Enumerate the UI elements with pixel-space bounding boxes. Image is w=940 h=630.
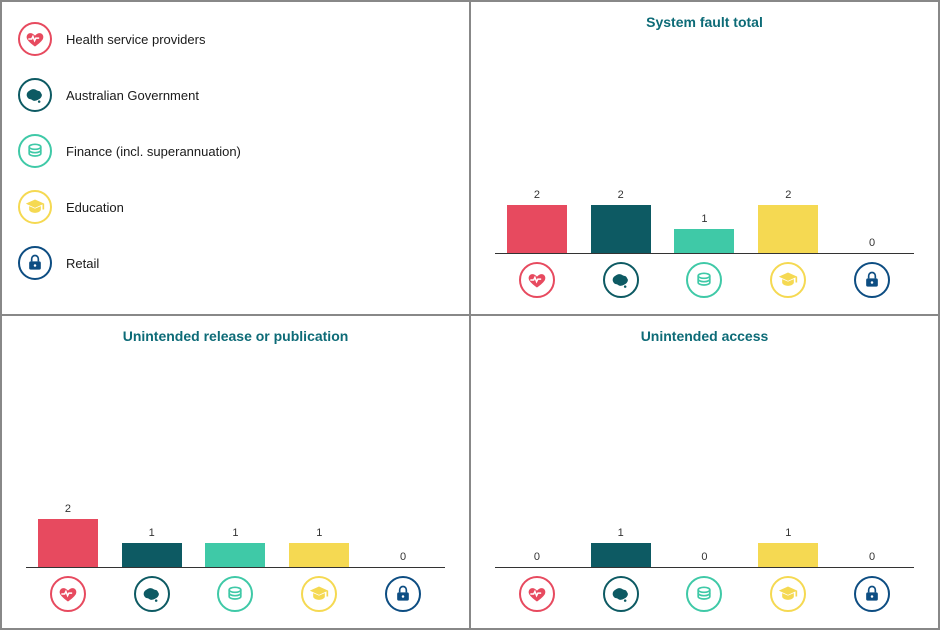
- lock-icon: [854, 262, 890, 298]
- legend-label: Australian Government: [66, 88, 199, 103]
- bar-value-label: 2: [65, 503, 71, 515]
- legend-label: Retail: [66, 256, 99, 271]
- legend-label: Health service providers: [66, 32, 205, 47]
- bars-row: 2 1 1 1 0: [26, 378, 445, 568]
- bar-value-label: 2: [618, 189, 624, 201]
- panel-top-right: System fault total 2 2 1 2 0: [470, 1, 939, 315]
- legend-label: Education: [66, 200, 124, 215]
- australia-icon: [603, 576, 639, 612]
- bar-rect: [758, 205, 818, 253]
- bar-value-label: 1: [232, 527, 238, 539]
- category-icons-row: [495, 572, 914, 616]
- heartbeat-icon: [519, 576, 555, 612]
- bar-retail: 0: [371, 551, 435, 567]
- bar-value-label: 1: [701, 213, 707, 225]
- legend-item-finance: Finance (incl. superannuation): [18, 134, 453, 168]
- bar-value-label: 0: [400, 551, 406, 563]
- chart-title: Unintended release or publication: [18, 328, 453, 344]
- bar-rect: [289, 543, 349, 567]
- bar-value-label: 1: [618, 527, 624, 539]
- legend-item-education: Education: [18, 190, 453, 224]
- bar-rect: [507, 205, 567, 253]
- bar-finance: 1: [672, 213, 736, 253]
- bars-row: 0 1 0 1 0: [495, 378, 914, 568]
- legend-label: Finance (incl. superannuation): [66, 144, 241, 159]
- bar-value-label: 1: [785, 527, 791, 539]
- coins-icon: [686, 262, 722, 298]
- legend: Health service providers Australian Gover…: [18, 14, 453, 280]
- bar-gov: 1: [120, 527, 184, 567]
- chart-title: System fault total: [487, 14, 922, 30]
- lock-icon: [854, 576, 890, 612]
- chart-area: 0 1 0 1 0: [495, 376, 914, 616]
- heartbeat-icon: [519, 262, 555, 298]
- bar-rect: [122, 543, 182, 567]
- heartbeat-icon: [18, 22, 52, 56]
- bar-rect: [205, 543, 265, 567]
- chart-title: Unintended access: [487, 328, 922, 344]
- heartbeat-icon: [50, 576, 86, 612]
- australia-icon: [134, 576, 170, 612]
- bar-rect: [758, 543, 818, 567]
- bar-value-label: 0: [534, 551, 540, 563]
- australia-icon: [603, 262, 639, 298]
- bar-finance: 1: [203, 527, 267, 567]
- bar-value-label: 1: [316, 527, 322, 539]
- gradcap-icon: [18, 190, 52, 224]
- coins-icon: [18, 134, 52, 168]
- bar-retail: 0: [840, 551, 904, 567]
- chart-area: 2 2 1 2 0: [495, 62, 914, 302]
- bar-gov: 1: [589, 527, 653, 567]
- lock-icon: [385, 576, 421, 612]
- bar-value-label: 1: [149, 527, 155, 539]
- coins-icon: [217, 576, 253, 612]
- category-icons-row: [495, 258, 914, 302]
- chart-area: 2 1 1 1 0: [26, 376, 445, 616]
- coins-icon: [686, 576, 722, 612]
- bar-health: 0: [505, 551, 569, 567]
- bar-retail: 0: [840, 237, 904, 253]
- bars-row: 2 2 1 2 0: [495, 64, 914, 254]
- bar-value-label: 0: [701, 551, 707, 563]
- legend-item-gov: Australian Government: [18, 78, 453, 112]
- gradcap-icon: [301, 576, 337, 612]
- bar-rect: [591, 543, 651, 567]
- bar-value-label: 2: [534, 189, 540, 201]
- panel-top-left: Health service providers Australian Gover…: [1, 1, 470, 315]
- panel-bottom-left: Unintended release or publication 2 1 1 1 0: [1, 315, 470, 629]
- bar-health: 2: [36, 503, 100, 567]
- bar-rect: [591, 205, 651, 253]
- bar-rect: [674, 229, 734, 253]
- legend-item-health: Health service providers: [18, 22, 453, 56]
- gradcap-icon: [770, 262, 806, 298]
- bar-gov: 2: [589, 189, 653, 253]
- bar-rect: [38, 519, 98, 567]
- bar-health: 2: [505, 189, 569, 253]
- panel-bottom-right: Unintended access 0 1 0 1 0: [470, 315, 939, 629]
- category-icons-row: [26, 572, 445, 616]
- bar-education: 2: [756, 189, 820, 253]
- gradcap-icon: [770, 576, 806, 612]
- bar-finance: 0: [672, 551, 736, 567]
- bar-value-label: 0: [869, 551, 875, 563]
- lock-icon: [18, 246, 52, 280]
- bar-education: 1: [756, 527, 820, 567]
- legend-item-retail: Retail: [18, 246, 453, 280]
- bar-education: 1: [287, 527, 351, 567]
- australia-icon: [18, 78, 52, 112]
- bar-value-label: 2: [785, 189, 791, 201]
- bar-value-label: 0: [869, 237, 875, 249]
